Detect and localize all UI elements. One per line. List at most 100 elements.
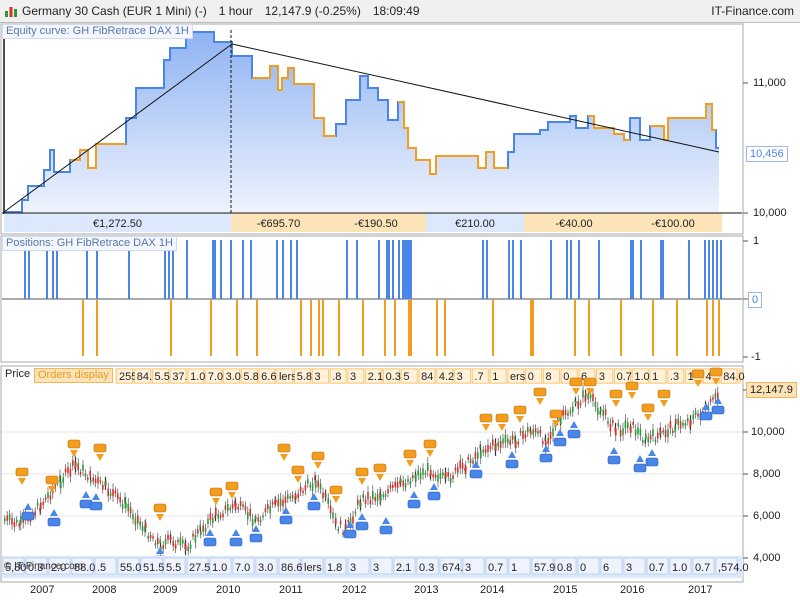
candle-body (547, 437, 549, 445)
buy-arrow-icon (410, 491, 418, 498)
candle-body (207, 518, 209, 524)
candle-body (709, 399, 712, 402)
candle-body (684, 423, 687, 426)
sell-arrow-icon (228, 492, 236, 499)
candle-body (652, 429, 654, 437)
candle-body (332, 512, 334, 519)
long-position-bar (632, 240, 634, 299)
candle-body (442, 472, 444, 476)
candle-body (674, 425, 676, 433)
sell-arrow-icon (70, 450, 78, 457)
strip-label: 0 (528, 371, 534, 383)
candle-body (574, 399, 576, 403)
buy-order-marker (633, 463, 647, 473)
strip-label: 2.1 (368, 371, 383, 383)
candle-body (642, 439, 644, 443)
short-position-bar (300, 300, 302, 356)
candle-body (224, 505, 227, 510)
candle-body (202, 525, 204, 532)
equity-current-value: 10,456 (746, 146, 788, 162)
buy-order-marker (21, 511, 35, 521)
sell-arrow-icon (536, 398, 544, 405)
sell-arrow-icon (294, 476, 302, 483)
timeframe[interactable]: 1 hour (218, 4, 253, 18)
strip-label: 1 (511, 562, 517, 574)
candle-body (8, 514, 11, 521)
strip-cell (600, 557, 623, 575)
candle-body (649, 434, 652, 440)
candle-body (469, 458, 472, 464)
strip-label: 1.0 (190, 371, 205, 383)
sell-arrow-icon (612, 400, 620, 407)
candle-body (714, 393, 717, 399)
buy-arrow-icon (636, 455, 644, 462)
candle-body (84, 473, 87, 477)
buy-order-marker (355, 521, 369, 531)
strip-label: 3 (457, 371, 463, 383)
candle-body (487, 444, 489, 452)
buy-arrow-icon (310, 493, 318, 500)
candle-body (515, 440, 517, 448)
candle-body (387, 488, 389, 494)
candle-body (384, 494, 387, 497)
long-position-bar (398, 240, 400, 299)
candle-body (264, 508, 267, 513)
strip-cell (418, 368, 436, 384)
buy-order-marker (229, 537, 243, 547)
candle-body (694, 411, 697, 415)
buy-order-marker (47, 517, 61, 527)
candle-body (352, 516, 354, 524)
price-axis-tick: 10,000 (751, 426, 785, 438)
buy-arrow-icon (206, 529, 214, 536)
buy-order-marker (553, 437, 567, 447)
short-position-bar (676, 300, 678, 356)
buy-order-marker (407, 499, 421, 509)
candle-body (484, 448, 487, 453)
long-position-bar (630, 240, 632, 299)
long-position-bar (662, 240, 664, 299)
strip-cell (596, 368, 613, 384)
candle-body (275, 499, 277, 503)
candle-body (364, 499, 367, 504)
sell-arrow-icon (96, 454, 104, 461)
short-position-bar (436, 300, 438, 356)
strip-label: 0.3 (419, 562, 434, 574)
candle-body (419, 472, 422, 480)
short-position-bar (210, 300, 212, 356)
sell-order-marker (311, 451, 325, 461)
sell-arrow-icon (332, 496, 340, 503)
candle-body (249, 508, 251, 516)
candle-body (394, 482, 396, 487)
short-position-bar (712, 300, 714, 356)
long-position-bar (482, 240, 484, 299)
sell-order-marker (709, 367, 723, 377)
sell-arrow-icon (516, 416, 524, 423)
buy-order-marker (699, 411, 713, 421)
candle-body (307, 478, 309, 484)
strip-cell (134, 368, 151, 384)
short-position-bar (318, 300, 320, 356)
buy-arrow-icon (714, 397, 722, 404)
candle-body (389, 484, 392, 489)
long-position-bar (716, 240, 718, 299)
candle-body (584, 395, 587, 402)
long-position-bar (186, 240, 188, 299)
sell-order-marker (355, 467, 369, 477)
candle-body (644, 440, 646, 444)
candle-body (669, 420, 672, 429)
candle-body (712, 397, 714, 400)
year-label: 2009 (153, 584, 178, 596)
candle-body (18, 523, 20, 527)
sell-arrow-icon (406, 460, 414, 467)
candle-body (530, 430, 532, 435)
candle-body (257, 517, 259, 522)
candle-body (632, 421, 634, 425)
candle-body (109, 492, 112, 497)
orders-display-button[interactable]: Orders display (34, 368, 113, 383)
candle-body (499, 440, 502, 448)
sell-order-marker (45, 475, 59, 485)
candle-body (34, 511, 36, 516)
candle-body (199, 524, 201, 531)
